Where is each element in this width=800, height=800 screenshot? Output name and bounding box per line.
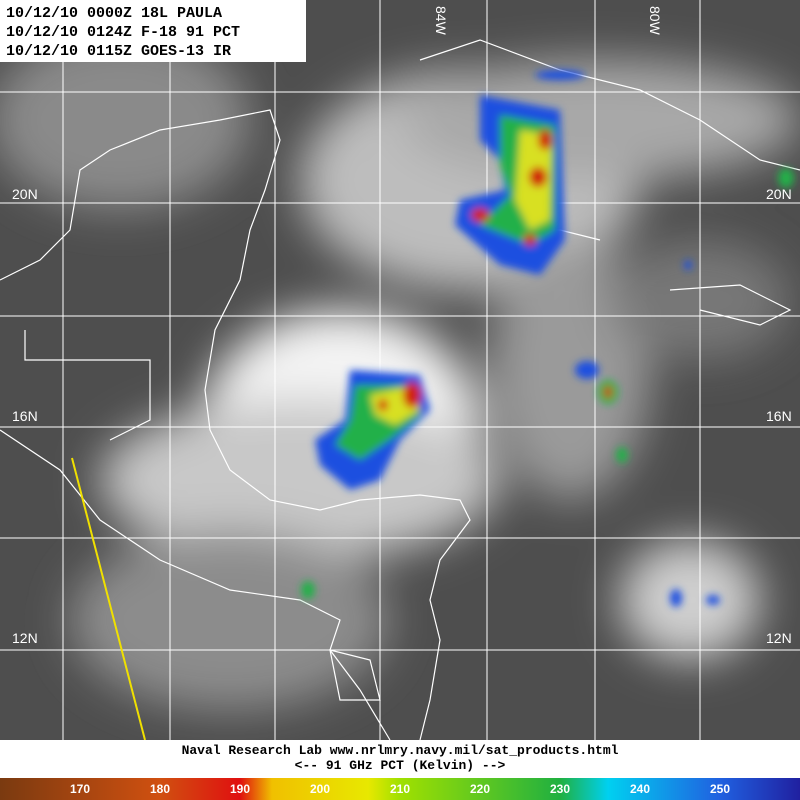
colorbar-label: 200 <box>310 782 330 796</box>
pct-features <box>301 70 794 607</box>
colorbar-label: 180 <box>150 782 170 796</box>
lat-label: 16N <box>12 408 38 424</box>
lat-label: 20N <box>12 186 38 202</box>
lon-label: 80W <box>647 6 663 36</box>
colorbar-label: 240 <box>630 782 650 796</box>
colorbar-label: 170 <box>70 782 90 796</box>
colorbar-label: 210 <box>390 782 410 796</box>
lat-label: 12N <box>766 630 792 646</box>
colorbar-label: 190 <box>230 782 250 796</box>
coastlines <box>0 39 800 741</box>
scale-title: <-- 91 GHz PCT (Kelvin) --> <box>295 758 506 773</box>
footer <box>0 740 800 778</box>
lon-label: 84W <box>433 6 449 36</box>
header-line: 10/12/10 0000Z 18L PAULA <box>6 5 222 22</box>
colorbar <box>0 778 800 800</box>
colorbar-label: 220 <box>470 782 490 796</box>
header-line: 10/12/10 0115Z GOES-13 IR <box>6 43 231 60</box>
colorbar-label: 250 <box>710 782 730 796</box>
colorbar-label: 230 <box>550 782 570 796</box>
credit: Naval Research Lab www.nrlmry.navy.mil/s… <box>182 743 619 758</box>
lat-label: 20N <box>766 186 792 202</box>
swath-edge <box>71 457 146 741</box>
colorbar-ticks: 170 180 190 200 210 220 230 240 250 <box>70 782 730 796</box>
header-line: 10/12/10 0124Z F-18 91 PCT <box>6 24 240 41</box>
lat-label: 12N <box>12 630 38 646</box>
header-box <box>0 0 306 62</box>
lat-label: 16N <box>766 408 792 424</box>
